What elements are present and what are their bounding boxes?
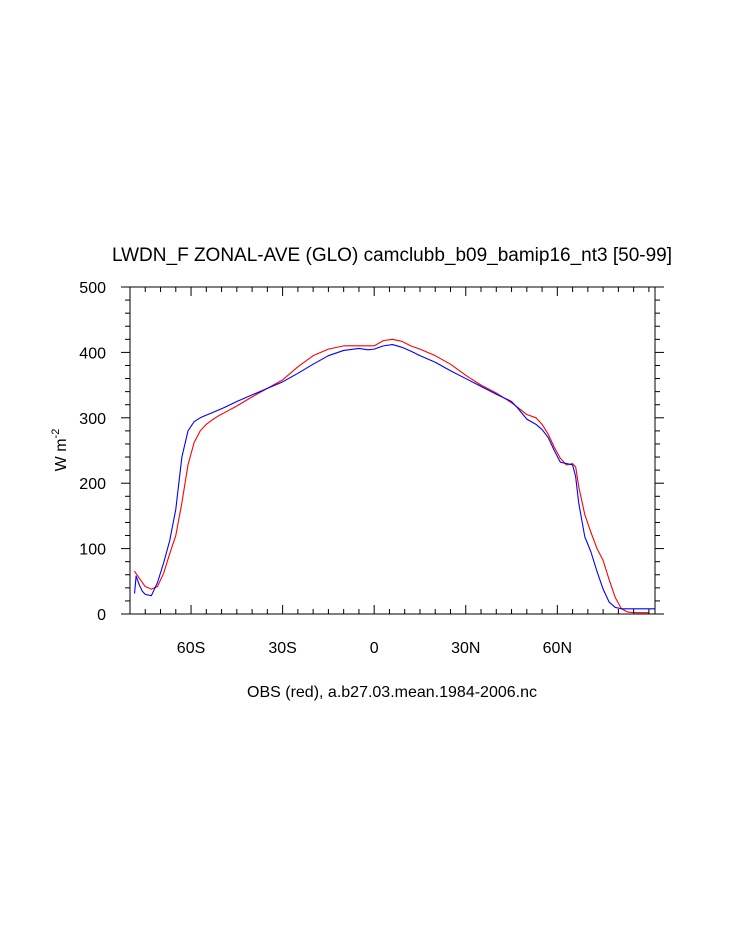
y-tick-label: 400 xyxy=(79,345,106,362)
y-tick-label: 0 xyxy=(97,607,106,624)
series-line-1 xyxy=(134,338,650,614)
x-tick-label: 30N xyxy=(451,640,480,657)
y-tick-label: 100 xyxy=(79,542,106,559)
x-tick-label: 60N xyxy=(543,640,572,657)
x-tick-label: 30S xyxy=(268,640,296,657)
y-tick-label: 200 xyxy=(79,476,106,493)
y-axis-label-main: W m xyxy=(53,438,70,471)
y-tick-label: 500 xyxy=(79,280,106,297)
x-axis-label: OBS (red), a.b27.03.mean.1984-2006.nc xyxy=(247,684,537,701)
plot-frame xyxy=(129,286,656,615)
x-tick-label: 60S xyxy=(177,640,205,657)
y-tick-label: 300 xyxy=(79,411,106,428)
chart-title: LWDN_F ZONAL-AVE (GLO) camclubb_b09_bami… xyxy=(112,245,672,266)
series-line-2 xyxy=(134,343,656,610)
y-axis-label: W m-2 xyxy=(50,429,70,472)
y-axis-label-superscript: -2 xyxy=(50,429,62,439)
tick-labels-group: 60S 30S 0 30N 60N 0 100 200 300 400 500 xyxy=(79,280,572,657)
x-tick-label: 0 xyxy=(370,640,379,657)
ticks-group xyxy=(121,286,664,615)
series-group xyxy=(134,338,656,614)
